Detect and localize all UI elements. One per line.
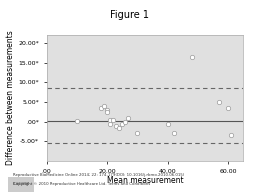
Point [190, 55, 194, 58]
Text: ELSEVIER: ELSEVIER [12, 182, 29, 186]
Point [229, 134, 233, 137]
Point [172, 132, 176, 135]
Point [105, 110, 109, 113]
Text: Copyright © 2010 Reproductive Healthcare Ltd. Terms and Conditions: Copyright © 2010 Reproductive Healthcare… [13, 182, 150, 186]
Point [75, 119, 79, 122]
Point [102, 104, 106, 107]
Text: Reproductive BioMedicine Online 2014; 22: 174-179(DOI: 10.1016/j.rbmo.2010.06.01: Reproductive BioMedicine Online 2014; 22… [13, 172, 184, 177]
Point [105, 108, 109, 111]
Point [99, 106, 103, 109]
Text: Figure 1: Figure 1 [110, 10, 149, 20]
Point [166, 122, 170, 125]
Point [117, 126, 121, 129]
Point [111, 118, 115, 121]
Point [108, 118, 112, 121]
Y-axis label: Difference between measurements: Difference between measurements [6, 31, 16, 165]
Point [126, 116, 131, 119]
Point [135, 132, 140, 135]
Point [114, 124, 118, 127]
Point [226, 106, 231, 109]
Point [217, 100, 221, 103]
Point [123, 120, 127, 123]
Point [108, 122, 112, 125]
X-axis label: Mean measurement: Mean measurement [107, 176, 183, 185]
Point [120, 122, 124, 125]
